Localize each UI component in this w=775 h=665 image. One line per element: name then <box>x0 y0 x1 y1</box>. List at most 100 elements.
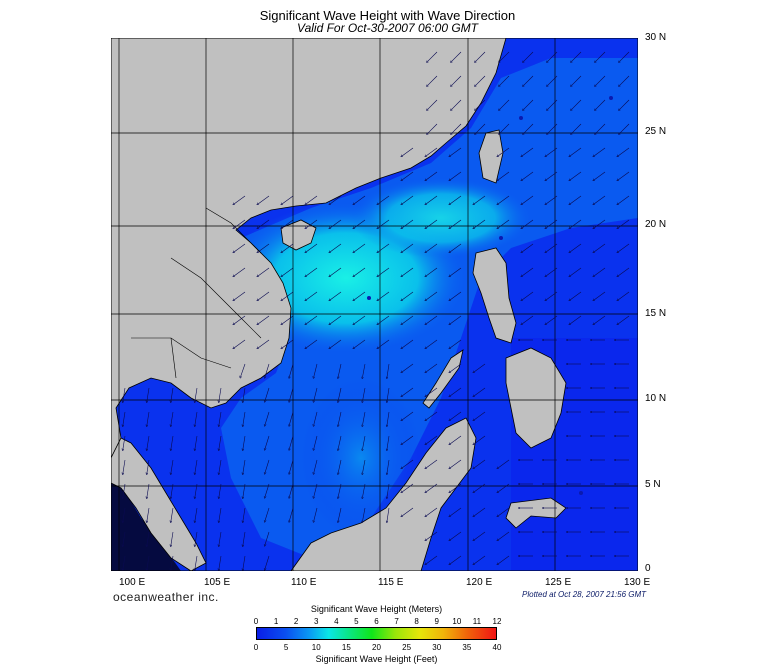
wave-direction-arrow <box>427 75 438 86</box>
wave-direction-arrow <box>234 243 246 252</box>
wave-direction-arrow <box>427 51 438 62</box>
wave-direction-arrow <box>147 531 150 546</box>
wave-direction-arrow <box>450 507 462 516</box>
wave-direction-arrow <box>499 75 510 86</box>
wave-direction-arrow <box>258 267 270 276</box>
wave-direction-arrow <box>362 435 366 450</box>
wave-direction-arrow <box>571 75 582 86</box>
wave-direction-arrow <box>265 555 270 569</box>
wave-direction-arrow <box>362 387 366 402</box>
wave-direction-arrow <box>258 291 270 300</box>
wave-direction-arrow <box>282 339 294 348</box>
wave-direction-arrow <box>338 363 342 378</box>
wave-direction-arrow <box>523 51 534 62</box>
wave-direction-arrow <box>618 267 630 276</box>
wave-direction-arrow <box>426 387 438 396</box>
wave-direction-arrow <box>594 219 606 228</box>
wave-direction-arrow <box>234 267 246 276</box>
wave-map <box>111 38 638 571</box>
wave-direction-arrow <box>571 99 582 110</box>
wave-direction-arrow <box>402 459 414 468</box>
wave-direction-arrow <box>475 123 486 134</box>
wave-direction-arrow <box>234 291 246 300</box>
wave-direction-arrow <box>314 483 318 498</box>
wave-direction-arrow <box>402 219 414 228</box>
wave-direction-arrow <box>570 219 582 228</box>
wave-direction-arrow <box>546 315 558 324</box>
wave-direction-arrow <box>314 507 318 522</box>
wave-direction-arrow <box>426 339 438 348</box>
wave-direction-arrow <box>450 267 462 276</box>
wave-direction-arrow <box>306 339 318 348</box>
wave-direction-arrow <box>498 507 510 516</box>
country-borders <box>131 207 262 379</box>
wave-direction-arrow <box>499 51 510 62</box>
wave-direction-arrow <box>338 459 342 474</box>
wave-direction-arrow <box>570 267 582 276</box>
legend-title-meters: Significant Wave Height (Meters) <box>310 604 443 614</box>
wave-direction-arrow <box>195 555 198 570</box>
wave-direction-arrow <box>426 363 438 372</box>
wave-direction-arrow <box>595 75 606 86</box>
wave-direction-arrow <box>330 315 342 324</box>
wave-direction-arrow <box>523 123 534 134</box>
wave-direction-arrow <box>618 171 630 180</box>
wave-direction-arrows <box>123 51 630 570</box>
map-title: Significant Wave Height with Wave Direct… <box>259 8 516 23</box>
wave-direction-arrow <box>571 123 582 134</box>
wave-direction-arrow <box>243 435 246 450</box>
wave-direction-arrow <box>450 339 462 348</box>
wave-direction-arrow <box>450 483 462 492</box>
wave-direction-arrow <box>240 363 246 377</box>
legend-tick-meters: 10 <box>452 617 462 626</box>
wave-direction-arrow <box>219 555 222 570</box>
wave-direction-arrow <box>450 411 462 420</box>
wave-direction-arrow <box>258 243 270 252</box>
wave-direction-arrow <box>451 75 462 86</box>
wave-direction-arrow <box>123 483 126 498</box>
plotted-timestamp: Plotted at Oct 28, 2007 21:56 GMT <box>522 590 647 599</box>
wave-direction-arrow <box>330 267 342 276</box>
wave-direction-arrow <box>619 123 630 134</box>
wave-direction-arrow <box>474 363 486 372</box>
wave-direction-arrow <box>402 291 414 300</box>
wave-direction-arrow <box>402 171 414 180</box>
lat-label-30n: 30 N <box>645 32 667 43</box>
wave-direction-arrow <box>362 363 366 378</box>
wave-direction-arrow <box>243 459 246 474</box>
wave-direction-arrow <box>314 459 318 474</box>
wave-direction-arrow <box>171 507 174 522</box>
wave-direction-arrow <box>594 171 606 180</box>
wave-direction-arrow <box>474 435 486 444</box>
wave-direction-arrow <box>474 483 486 492</box>
wave-direction-arrow <box>171 387 174 402</box>
wave-direction-arrow <box>258 339 270 348</box>
wave-direction-arrow <box>338 507 342 522</box>
wave-direction-arrow <box>450 531 462 540</box>
wave-direction-arrow <box>451 123 462 134</box>
wave-direction-arrow <box>147 387 150 402</box>
wave-direction-arrow <box>362 411 366 426</box>
wave-direction-arrow <box>619 75 630 86</box>
wave-direction-arrow <box>499 123 510 134</box>
wave-direction-arrow <box>289 459 294 474</box>
legend-tick-meters: 0 <box>253 617 259 626</box>
wave-direction-arrow <box>450 555 462 564</box>
wave-direction-arrow <box>289 435 294 450</box>
wave-direction-arrow <box>338 411 342 426</box>
legend-tick-meters: 5 <box>354 617 359 626</box>
wave-direction-arrow <box>546 291 558 300</box>
wave-direction-arrow <box>570 243 582 252</box>
wave-direction-arrow <box>219 531 222 546</box>
wave-direction-arrow <box>474 195 486 204</box>
small-islands <box>367 96 613 495</box>
lon-label-130e: 130 E <box>624 577 651 588</box>
wave-direction-arrow <box>450 363 462 372</box>
wave-direction-arrow <box>402 411 414 420</box>
wave-direction-arrow <box>219 411 222 426</box>
wave-direction-arrow <box>402 483 414 492</box>
wave-direction-arrow <box>243 531 246 546</box>
legend-tick-feet: 0 <box>253 643 259 652</box>
wave-direction-arrow <box>147 411 150 426</box>
wave-direction-arrow <box>234 195 246 204</box>
